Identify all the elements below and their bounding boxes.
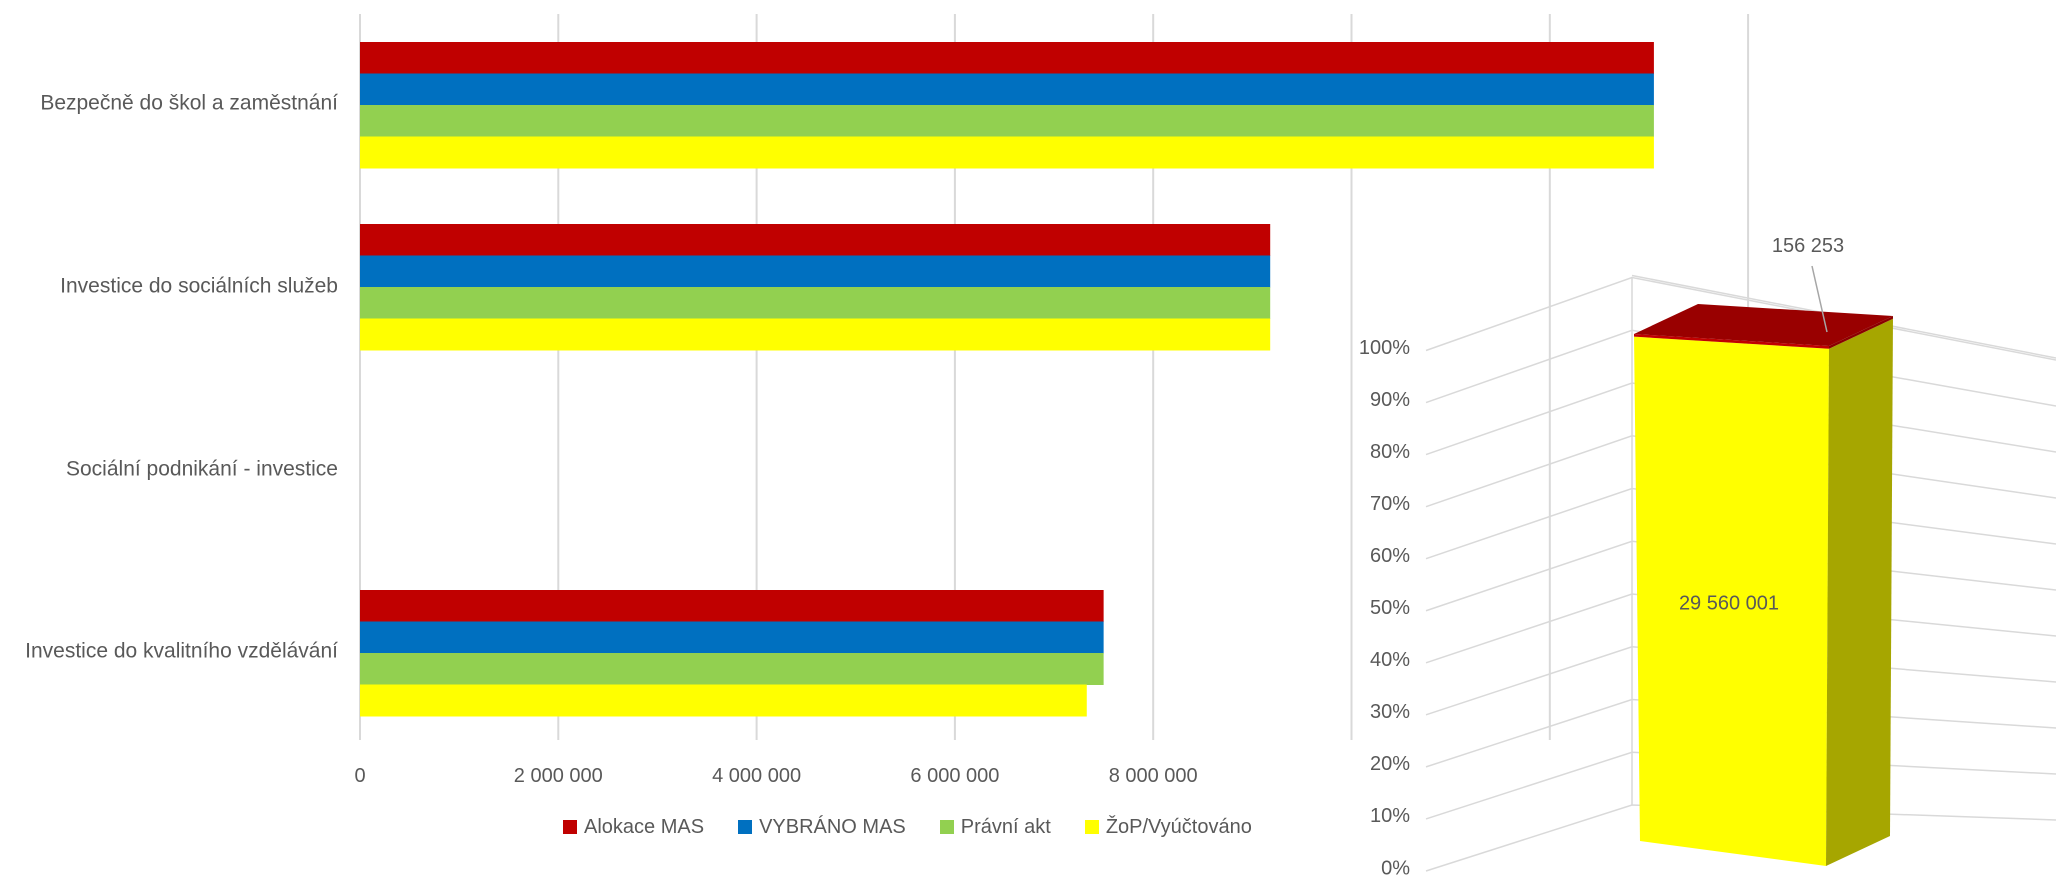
legend-swatch <box>563 820 577 834</box>
data-label: 156 253 <box>1772 235 1844 257</box>
legend-label: VYBRÁNO MAS <box>759 815 906 838</box>
leader-line <box>1811 265 1828 333</box>
bar <box>360 684 1087 717</box>
column-top-face <box>1634 304 1893 346</box>
y-tick-label: 60% <box>1370 545 1410 567</box>
y-gridline <box>1425 276 2056 361</box>
bar <box>360 73 1654 106</box>
y-tick-label: 100% <box>1359 337 1410 359</box>
y-gridline <box>1425 751 2056 820</box>
legend-label: Právní akt <box>960 815 1051 838</box>
category-label: Investice do kvalitního vzdělávání <box>25 640 338 663</box>
y-gridline <box>1425 698 2056 768</box>
legend-item: Právní akt <box>939 815 1051 839</box>
y-gridline <box>1425 645 2056 716</box>
bar <box>360 255 1271 288</box>
column-segment-front <box>1634 334 1829 349</box>
column-segment-side <box>1828 316 1893 349</box>
y-tick-label: 70% <box>1370 493 1410 515</box>
chart-legend: Alokace MAS VYBRÁNO MAS Právní akt ŽoP/Vyúč… <box>563 812 1252 842</box>
legend-label: Alokace MAS <box>584 815 705 838</box>
x-tick-label: 6 000 000 <box>910 765 999 787</box>
y-gridline <box>1425 804 2056 872</box>
category-label: Sociální podnikání - investice <box>66 458 338 481</box>
legend-item: VYBRÁNO MAS <box>738 816 906 839</box>
y-tick-label: 50% <box>1370 597 1410 619</box>
category-label: Investice do sociálních služeb <box>60 275 338 298</box>
x-tick-label: 8 000 000 <box>1109 765 1198 787</box>
y-tick-label: 80% <box>1370 441 1410 463</box>
y-gridline <box>1425 434 2056 508</box>
y-gridline <box>1425 382 2056 456</box>
bar <box>360 318 1271 351</box>
column-segment-side <box>1826 318 1893 866</box>
column-segment-front <box>1634 336 1829 866</box>
y-tick-label: 20% <box>1370 753 1410 775</box>
bar <box>360 621 1104 654</box>
legend-swatch <box>1084 820 1099 834</box>
bar <box>360 287 1271 319</box>
y-gridline <box>1425 540 2056 612</box>
legend-swatch <box>738 820 753 834</box>
y-tick-label: 40% <box>1370 649 1410 671</box>
bar <box>360 136 1654 169</box>
y-gridline <box>1425 593 2056 664</box>
bar <box>360 590 1104 622</box>
x-tick-label: 0 <box>354 765 365 787</box>
legend-label: ŽoP/Vyúčtováno <box>1105 815 1252 838</box>
y-gridline <box>1425 329 2056 407</box>
legend-item: ŽoP/Vyúčtováno <box>1084 815 1252 839</box>
bar <box>360 224 1271 256</box>
x-tick-label: 2 000 000 <box>514 765 603 787</box>
bar <box>360 105 1654 137</box>
y-tick-label: 10% <box>1370 805 1410 827</box>
bar <box>360 653 1104 685</box>
bar <box>360 42 1654 74</box>
y-tick-label: 0% <box>1381 857 1410 879</box>
y-gridline <box>1425 487 2056 560</box>
category-label: Bezpečně do škol a zaměstnání <box>40 92 338 115</box>
y-tick-label: 30% <box>1370 701 1410 723</box>
y-tick-label: 90% <box>1370 389 1410 411</box>
legend-item: Alokace MAS <box>563 816 704 839</box>
legend-swatch <box>939 820 954 834</box>
x-tick-label: 4 000 000 <box>712 765 801 787</box>
data-label: 29 560 001 <box>1679 592 1779 614</box>
